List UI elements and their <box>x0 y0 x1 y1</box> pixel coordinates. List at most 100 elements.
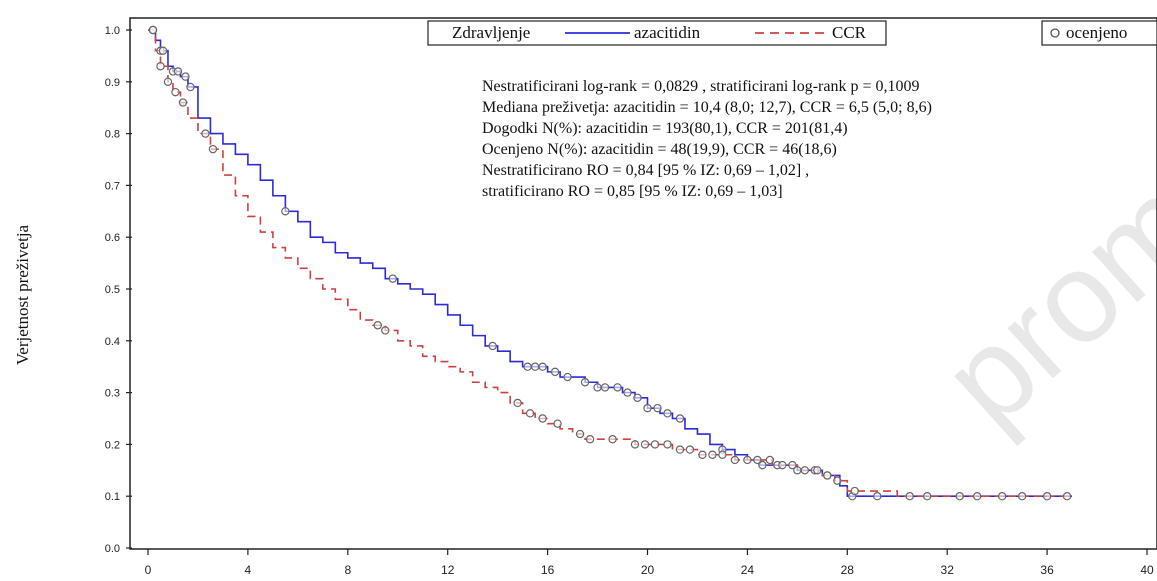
censored-mark-azacitidin-26 <box>758 460 767 470</box>
censored-mark-azacitidin-17 <box>600 383 610 392</box>
censored-mark-ccr-34 <box>833 476 842 485</box>
annotation-line-6: stratificirano RO = 0,85 [95 % IZ: 0,69 … <box>482 183 783 200</box>
censored-mark-azacitidin-34 <box>923 492 932 501</box>
censored-mark-ccr-26 <box>743 455 752 465</box>
plot-area <box>129 17 1157 550</box>
x-tick-label-8: 32 <box>941 563 955 577</box>
censored-mark-ccr-24 <box>718 450 727 459</box>
censored-mark-azacitidin-38 <box>1017 492 1027 501</box>
censored-legend-label: ocenjeno <box>1066 23 1127 42</box>
censored-marks-layer <box>148 25 1072 501</box>
censored-mark-azacitidin-32 <box>873 492 882 501</box>
censored-mark-ccr-21 <box>685 445 695 454</box>
series-line-ccr <box>148 29 1073 497</box>
censored-mark-azacitidin-37 <box>997 492 1007 501</box>
annotation-line-3: Dogodki N(%): azacitidin = 193(80,1), CC… <box>482 120 848 137</box>
censored-mark-azacitidin-10 <box>523 362 532 371</box>
y-axis-label-text: Verjetnost preživetja <box>13 224 33 366</box>
y-tick-label-9: 0.9 <box>105 77 120 89</box>
censored-mark-ccr-8 <box>381 326 390 335</box>
y-tick-label-1: 0.1 <box>105 491 120 503</box>
censored-legend-symbol <box>1050 28 1060 38</box>
y-tick-label-6: 0.6 <box>105 232 120 244</box>
y-tick-label-0: 0.0 <box>105 543 120 555</box>
censored-mark-azacitidin-23 <box>663 409 672 418</box>
censored-mark-azacitidin-36 <box>972 492 982 501</box>
censored-mark-azacitidin-12 <box>538 362 547 371</box>
censored-mark-ccr-22 <box>698 450 707 459</box>
censored-mark-ccr-5 <box>201 129 210 138</box>
censored-mark-azacitidin-15 <box>580 378 590 387</box>
censored-mark-azacitidin-9 <box>488 341 497 351</box>
y-tick-label-3: 0.3 <box>105 388 120 400</box>
x-tick-label-7: 28 <box>841 563 855 577</box>
legend-title: Zdravljenje <box>452 23 530 42</box>
annotation-line-4: Ocenjeno N(%): azacitidin = 48(19,9), CC… <box>482 141 837 158</box>
censored-mark-azacitidin-7 <box>281 207 290 216</box>
censored-mark-ccr-19 <box>663 440 672 449</box>
censored-mark-azacitidin-18 <box>613 383 622 392</box>
censored-mark-azacitidin-20 <box>633 393 642 402</box>
censored-mark-azacitidin-24 <box>675 414 685 423</box>
censored-mark-ccr-7 <box>373 321 382 330</box>
x-tick-label-4: 16 <box>541 563 555 577</box>
y-tick-label-2: 0.2 <box>105 439 120 451</box>
censored-mark-azacitidin-35 <box>955 492 964 501</box>
censored-mark-ccr-29 <box>778 460 787 470</box>
x-tick-label-5: 20 <box>641 563 655 577</box>
censored-mark-azacitidin-40 <box>1062 492 1072 501</box>
censored-mark-azacitidin-21 <box>643 403 652 413</box>
x-tick-label-6: 24 <box>741 563 755 577</box>
annotation-line-1: Nestratificirani log-rank = 0,0829 , str… <box>482 78 919 95</box>
censored-mark-ccr-28 <box>765 455 775 465</box>
censored-legend-box <box>1041 20 1157 46</box>
axis-ticks: 0.0 0.1 0.2 0.3 0.4 0.5 0.6 0.7 0.8 0.9 1.0 0 4 8 12 16… <box>105 25 1154 577</box>
legend-label-azacitidin: azacitidin <box>634 23 701 42</box>
censored-mark-azacitidin-33 <box>905 492 914 501</box>
y-tick-label-8: 0.8 <box>105 129 120 141</box>
y-tick-label-10: 1.0 <box>105 25 120 37</box>
censored-mark-ccr-30 <box>788 460 797 470</box>
censored-mark-ccr-23 <box>708 450 717 459</box>
censored-mark-azacitidin-16 <box>593 383 602 392</box>
x-tick-label-1: 4 <box>245 563 252 577</box>
censored-mark-ccr-11 <box>538 414 547 423</box>
censored-mark-ccr-12 <box>553 419 562 428</box>
censored-mark-ccr-33 <box>823 471 832 480</box>
censored-mark-azacitidin-2 <box>158 46 168 55</box>
censored-mark-ccr-10 <box>525 409 535 418</box>
censored-mark-azacitidin-19 <box>623 388 632 397</box>
y-axis-label: Verjetnost preživetja <box>8 180 38 410</box>
annotations: Nestratificirani log-rank = 0,0829 , str… <box>482 78 932 200</box>
annotation-line-2: Mediana preživetja: azacitidin = 10,4 (8… <box>482 99 932 116</box>
x-tick-label-0: 0 <box>145 563 152 577</box>
censored-mark-ccr-32 <box>813 466 822 475</box>
censored-mark-ccr-9 <box>513 398 522 408</box>
censored-mark-azacitidin-13 <box>550 367 560 377</box>
censored-mark-azacitidin-22 <box>653 403 662 413</box>
x-tick-label-9: 36 <box>1040 563 1054 577</box>
censored-mark-ccr-20 <box>675 445 685 454</box>
censored-mark-ccr-13 <box>575 429 585 439</box>
annotation-line-5: Nestratificirano RO = 0,84 [95 % IZ: 0,6… <box>482 162 809 179</box>
censored-mark-ccr-27 <box>753 455 762 465</box>
censored-mark-azacitidin-8 <box>388 274 397 283</box>
censored-mark-azacitidin-6 <box>186 82 195 92</box>
censored-mark-ccr-0 <box>148 25 158 35</box>
censored-mark-ccr-15 <box>608 435 617 444</box>
censored-mark-ccr-25 <box>730 455 740 465</box>
censored-mark-ccr-18 <box>650 440 660 449</box>
censored-mark-ccr-1 <box>156 62 165 71</box>
y-tick-label-7: 0.7 <box>105 180 120 192</box>
legend-label-ccr: CCR <box>832 23 867 42</box>
x-tick-label-3: 12 <box>441 563 455 577</box>
legend: Zdravljenje azacitidin CCR <box>427 20 887 46</box>
censored-mark-ccr-35 <box>850 486 859 496</box>
y-tick-label-5: 0.5 <box>105 284 120 296</box>
censored-mark-ccr-14 <box>585 435 595 444</box>
censored-mark-ccr-6 <box>208 144 218 154</box>
censored-legend: ocenjeno <box>1041 20 1157 46</box>
censored-mark-ccr-3 <box>171 87 180 97</box>
x-tick-label-10: 40 <box>1140 563 1154 577</box>
censored-mark-azacitidin-5 <box>181 72 190 81</box>
